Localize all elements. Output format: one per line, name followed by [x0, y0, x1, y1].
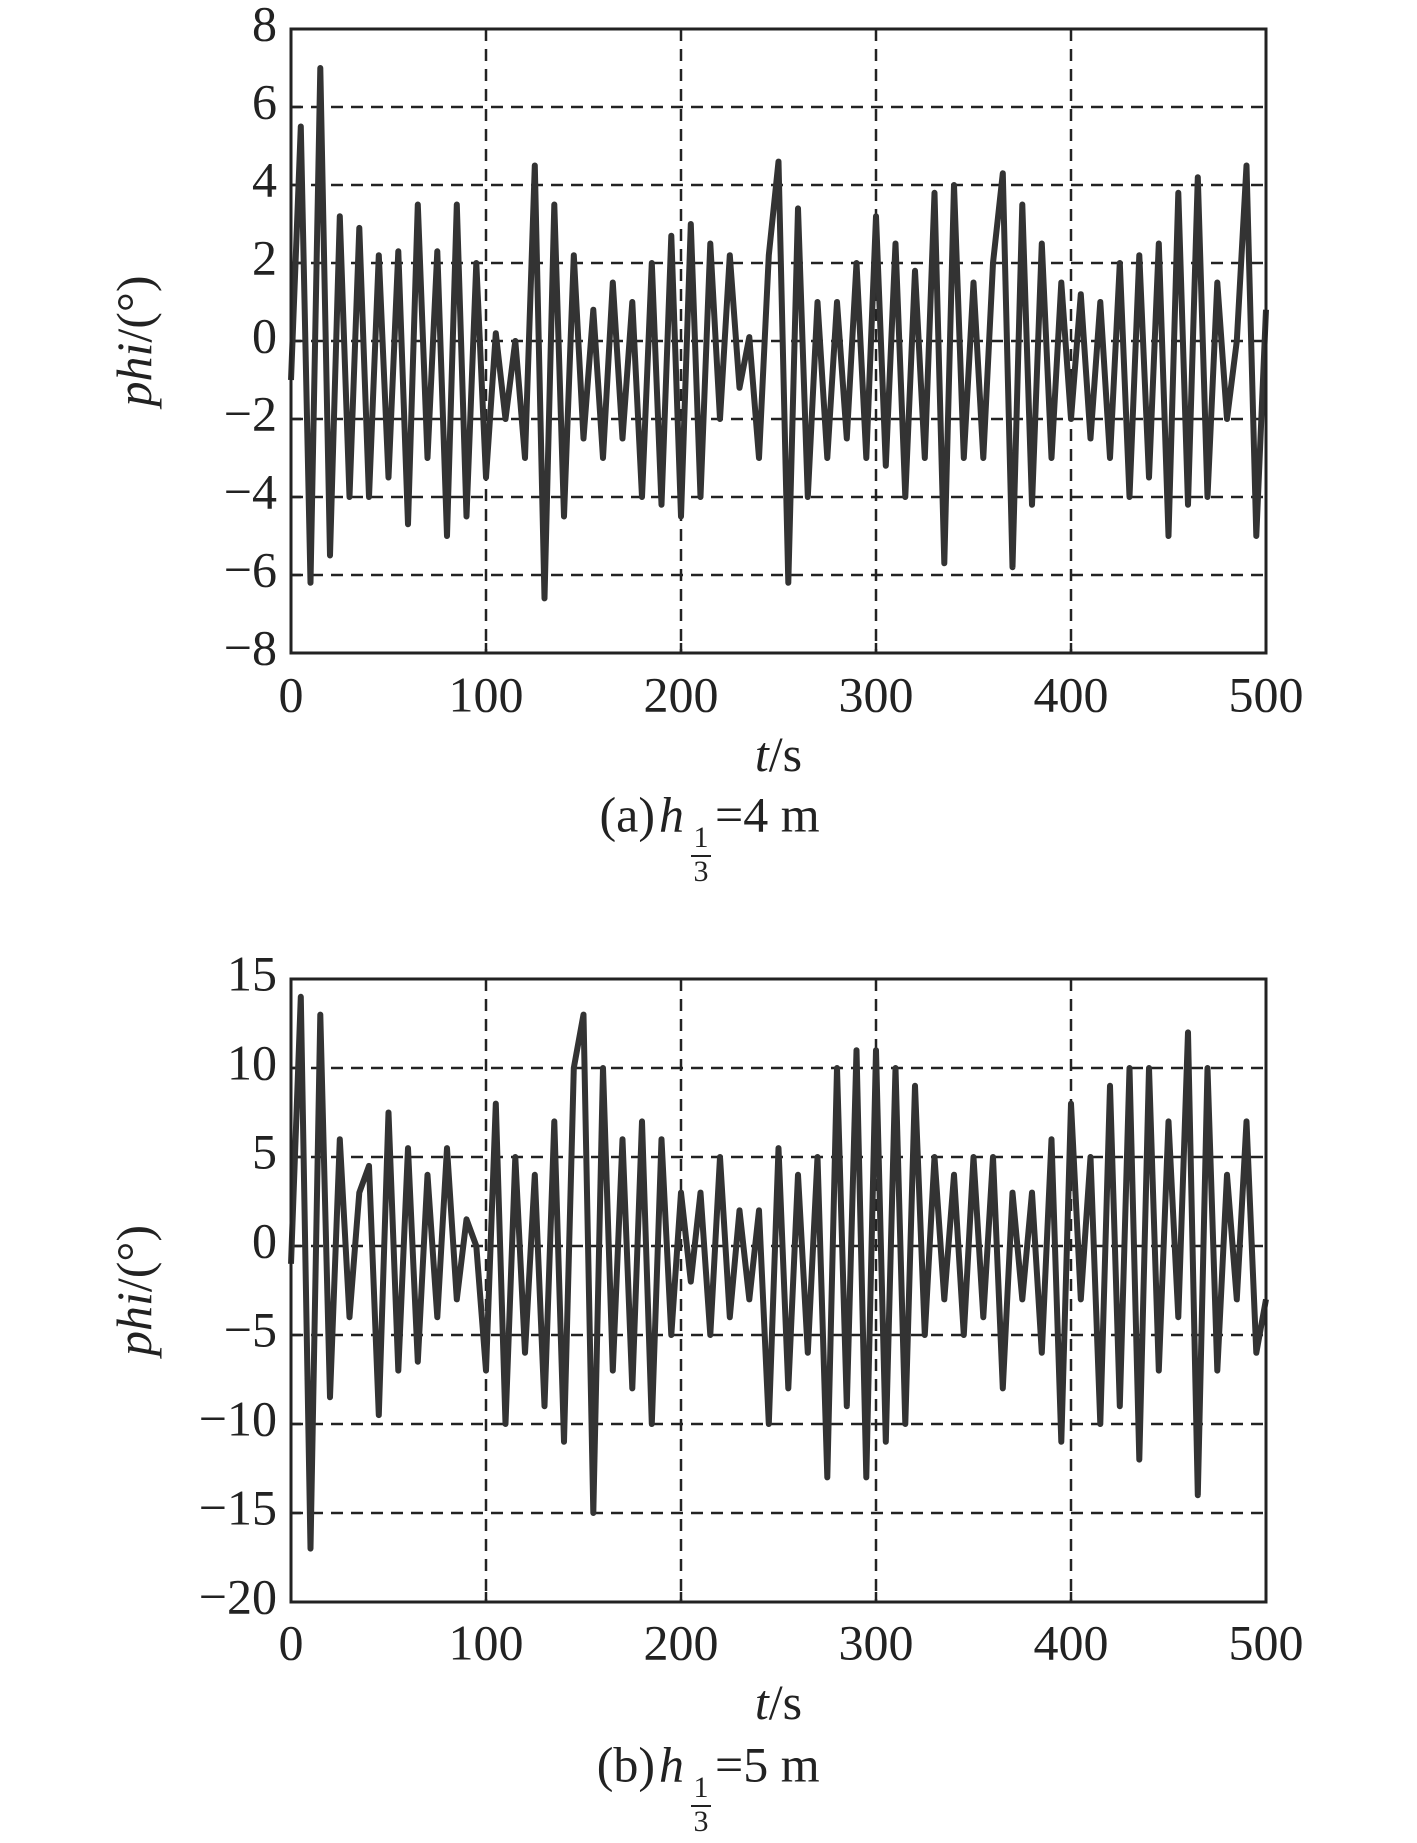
x-label-unit: /s	[769, 1674, 802, 1730]
y-axis-label: phi/(°)	[106, 275, 162, 409]
x-tick-label: 300	[839, 666, 914, 722]
plot-frame	[289, 27, 1268, 655]
y-tick-label: −20	[199, 1568, 277, 1624]
x-tick-label: 500	[1229, 666, 1304, 722]
x-tick-label: 500	[1229, 1614, 1304, 1670]
x-tick-label: 400	[1034, 1614, 1109, 1670]
y-tick-label: 10	[227, 1034, 277, 1090]
caption-suffix: =5 m	[715, 1736, 820, 1792]
x-tick-label: 100	[449, 666, 524, 722]
y-label-unit: /(°)	[106, 1225, 162, 1292]
caption-sub-num: 1	[694, 821, 709, 854]
y-tick-label: −4	[224, 463, 277, 519]
y-tick-label: 0	[252, 1212, 277, 1268]
y-label-var: phi	[106, 343, 162, 410]
caption-sub-den: 3	[694, 855, 709, 888]
caption-sub-num: 1	[694, 1771, 709, 1804]
x-tick-label: 200	[644, 1614, 719, 1670]
x-axis-label: t/s	[755, 1674, 802, 1730]
y-axis-label: phi/(°)	[106, 1225, 162, 1359]
caption-var: h	[659, 1736, 684, 1792]
y-tick-label: 4	[252, 151, 277, 207]
caption-suffix: =4 m	[715, 786, 820, 842]
x-label-var: t	[755, 726, 770, 782]
x-tick-label: 0	[279, 666, 304, 722]
x-tick-label: 100	[449, 1614, 524, 1670]
x-axis-label: t/s	[755, 726, 802, 782]
caption-var: h	[659, 786, 684, 842]
y-tick-label: 2	[252, 229, 277, 285]
y-label-var: phi	[106, 1292, 162, 1359]
y-label-unit: /(°)	[106, 275, 162, 342]
data-line	[288, 993, 1269, 1552]
caption-sub-den: 3	[694, 1805, 709, 1838]
y-tick-label: 5	[252, 1123, 277, 1179]
caption-prefix: (b)	[597, 1736, 655, 1792]
x-tick-label: 400	[1034, 666, 1109, 722]
x-tick-label: 200	[644, 666, 719, 722]
y-tick-label: −5	[224, 1301, 277, 1357]
x-tick-label: 0	[279, 1614, 304, 1670]
x-label-unit: /s	[769, 726, 802, 782]
data-line	[288, 65, 1269, 602]
y-tick-label: 15	[227, 945, 277, 1001]
caption-prefix: (a)	[600, 786, 656, 842]
y-tick-label: −6	[224, 541, 277, 597]
y-tick-label: 0	[252, 307, 277, 363]
y-tick-label: −10	[199, 1390, 277, 1446]
y-tick-label: −2	[224, 385, 277, 441]
plot-frame	[289, 977, 1268, 1604]
y-tick-label: 6	[252, 73, 277, 129]
y-tick-label: −8	[224, 619, 277, 675]
y-tick-label: −15	[199, 1479, 277, 1535]
x-tick-label: 300	[839, 1614, 914, 1670]
y-tick-label: 8	[252, 0, 277, 51]
x-label-var: t	[755, 1674, 770, 1730]
